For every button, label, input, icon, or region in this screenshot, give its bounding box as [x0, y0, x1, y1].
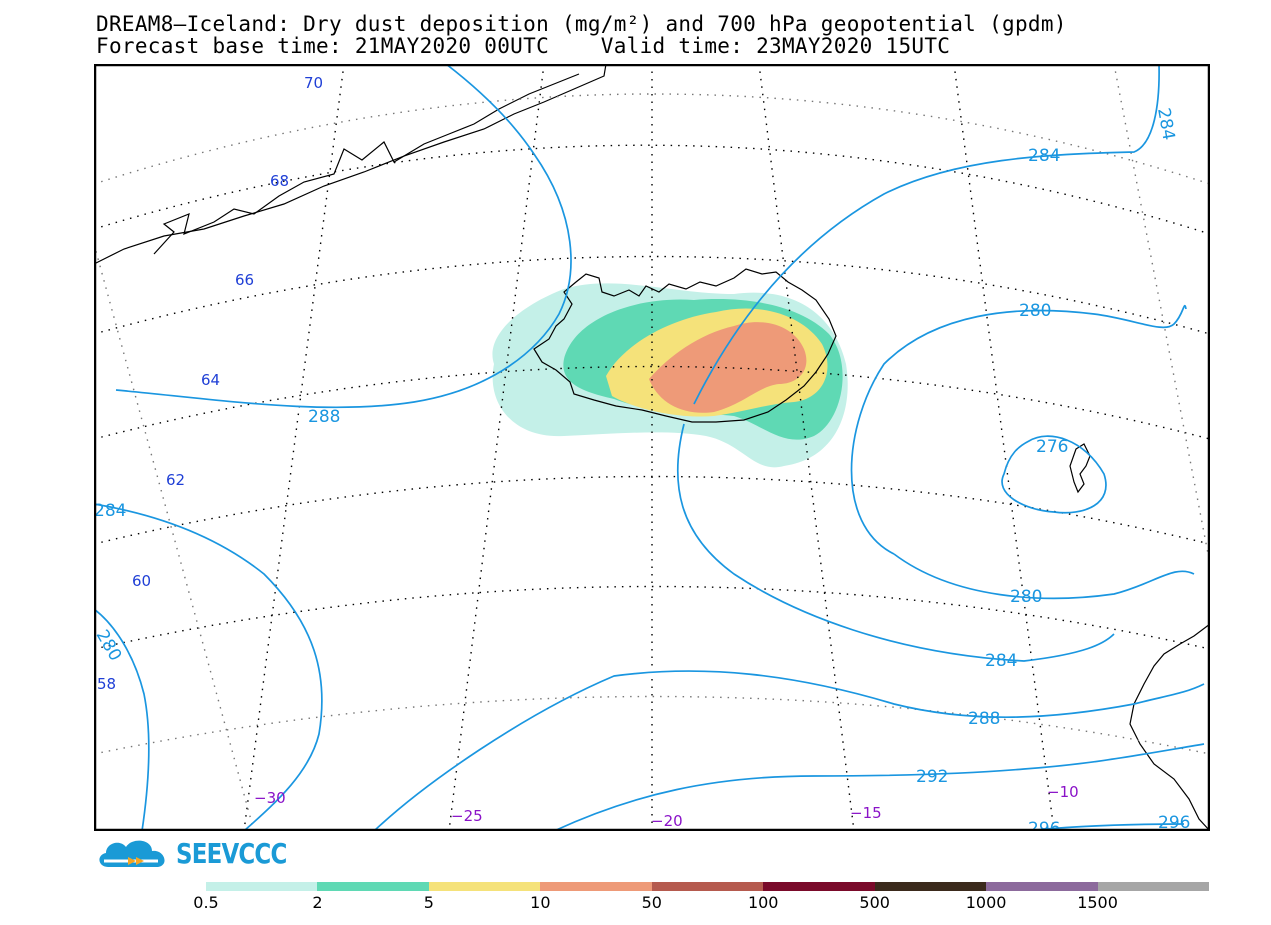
legend-swatch — [763, 882, 875, 891]
contour-280-low — [850, 304, 1187, 555]
contour-label-280-se: 280 — [1010, 587, 1042, 607]
iceland-coastline — [533, 268, 837, 423]
map-title: DREAM8–Iceland: Dry dust deposition (mg/… — [96, 12, 1067, 36]
greenland-coast-detail — [153, 73, 580, 255]
legend-tick-label: 50 — [641, 893, 662, 912]
map-border — [94, 64, 1210, 831]
contour-label-288-s: 288 — [968, 709, 1000, 729]
contour-280-low-south — [893, 553, 1195, 600]
contour-292-south — [553, 743, 1205, 831]
contour-label-296-se: 296 — [1158, 813, 1190, 831]
lon-label-minus-10: −10 — [1047, 783, 1079, 801]
legend-tick-label: 500 — [859, 893, 890, 912]
lon-label-minus-15: −15 — [850, 804, 882, 822]
norway-coastline — [1129, 623, 1210, 831]
legend-tick-label: 1500 — [1077, 893, 1118, 912]
legend-swatch — [874, 882, 987, 891]
contour-label-284-w: 284 — [94, 501, 126, 521]
legend-swatch — [651, 882, 764, 891]
meridian-minus-10 — [953, 64, 1055, 831]
parallel-58 — [94, 695, 1210, 755]
contour-284-center — [676, 423, 1115, 662]
lat-label-70: 70 — [304, 74, 323, 92]
latitude-labels: 70 68 66 64 62 60 58 — [97, 74, 323, 693]
legend-swatch — [317, 882, 429, 891]
faroe-islands-coastline — [1069, 443, 1091, 494]
parallel-64 — [94, 365, 1210, 440]
legend-tick-label: 5 — [423, 893, 434, 912]
contour-label-284-se: 284 — [985, 651, 1017, 671]
lon-label-minus-30: −30 — [254, 789, 286, 807]
contour-276 — [1001, 435, 1107, 514]
legend-swatch — [428, 882, 541, 891]
contour-label-284-n: 284 — [1028, 146, 1060, 166]
lat-label-66: 66 — [235, 271, 254, 289]
legend-labels: 0.5 2 5 10 50 100 500 1000 1500 — [0, 893, 1271, 913]
geopotential-contours — [94, 64, 1205, 831]
map-subtitle-times: Forecast base time: 21MAY2020 00UTC Vali… — [96, 34, 951, 58]
graticule — [94, 64, 1210, 831]
legend-tick-label: 1000 — [965, 893, 1007, 912]
legend-tick-label: 0.5 — [193, 893, 219, 912]
contour-280-west — [94, 608, 150, 831]
meridian-minus-25 — [448, 64, 545, 831]
contour-label-280-ne: 280 — [1019, 301, 1051, 321]
legend-swatch — [540, 882, 652, 891]
contour-284-north — [693, 64, 1160, 405]
map-panel: 70 68 66 64 62 60 58 −30 −25 −20 −15 −10… — [94, 64, 1210, 831]
dust-band-10 — [649, 322, 807, 413]
contour-label-288-w: 288 — [308, 407, 340, 427]
cloud-logo-icon — [99, 840, 165, 867]
legend-swatch — [1097, 882, 1209, 891]
contour-label-296-s: 296 — [1028, 819, 1060, 831]
contour-288-south — [373, 670, 1205, 831]
parallel-60 — [94, 585, 1210, 650]
lat-label-60: 60 — [132, 572, 151, 590]
legend-colorbar — [206, 882, 1209, 891]
lat-label-62: 62 — [166, 471, 185, 489]
lon-label-minus-25: −25 — [451, 807, 483, 825]
contour-288-north — [115, 64, 572, 409]
contour-label-292-s: 292 — [916, 767, 948, 787]
meridian-minus-15 — [758, 64, 855, 831]
lat-label-58: 58 — [97, 675, 116, 693]
legend-tick-label: 2 — [312, 893, 323, 912]
seevccc-logo: SEEVCCC — [94, 833, 311, 873]
legend-tick-label: 10 — [530, 893, 551, 912]
meridian-minus-30 — [243, 64, 345, 831]
lat-label-68: 68 — [270, 172, 289, 190]
legend-swatch — [986, 882, 1098, 891]
contour-284-west — [94, 503, 323, 831]
dust-deposition-field — [492, 283, 848, 468]
lat-label-64: 64 — [201, 371, 220, 389]
legend-tick-label: 100 — [747, 893, 779, 912]
legend-swatch — [206, 882, 318, 891]
coastlines — [94, 64, 1210, 831]
contour-label-276: 276 — [1036, 437, 1068, 457]
logo-text: SEEVCCC — [176, 836, 287, 870]
longitude-labels: −30 −25 −20 −15 −10 — [254, 783, 1079, 830]
lon-label-minus-20: −20 — [651, 812, 683, 830]
